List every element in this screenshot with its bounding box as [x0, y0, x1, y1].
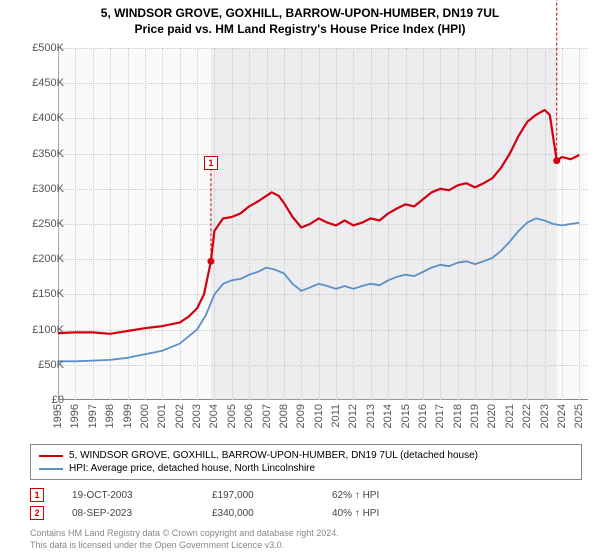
legend-swatch [39, 468, 63, 470]
marker-dot [207, 258, 214, 265]
x-axis-tick-label: 2005 [226, 404, 238, 428]
x-axis-tick-label: 1998 [104, 404, 116, 428]
marker-dot [553, 157, 560, 164]
x-axis-tick-label: 2012 [347, 404, 359, 428]
x-axis-tick-label: 2021 [504, 404, 516, 428]
legend-item: 5, WINDSOR GROVE, GOXHILL, BARROW-UPON-H… [39, 449, 573, 462]
legend-box: 5, WINDSOR GROVE, GOXHILL, BARROW-UPON-H… [30, 444, 582, 480]
transaction-marker-ref: 1 [30, 488, 44, 502]
x-axis-tick-label: 2019 [469, 404, 481, 428]
title-line-2: Price paid vs. HM Land Registry's House … [0, 22, 600, 38]
transaction-row: 1 19-OCT-2003£197,00062% ↑ HPI [30, 486, 582, 504]
x-axis-tick-label: 2006 [243, 404, 255, 428]
y-axis-tick-label: £100K [32, 324, 64, 336]
x-axis-tick-label: 1999 [122, 404, 134, 428]
chart-title: 5, WINDSOR GROVE, GOXHILL, BARROW-UPON-H… [0, 0, 600, 37]
x-axis-tick-label: 2003 [191, 404, 203, 428]
chart-plot-area: 12 [58, 48, 588, 400]
copyright-line-1: Contains HM Land Registry data © Crown c… [30, 528, 582, 540]
y-axis-tick-label: £200K [32, 253, 64, 265]
x-axis-tick-label: 1995 [52, 404, 64, 428]
legend-label: HPI: Average price, detached house, Nort… [69, 463, 315, 474]
x-axis-tick-label: 2007 [261, 404, 273, 428]
copyright-notice: Contains HM Land Registry data © Crown c… [30, 528, 582, 551]
y-axis-tick-label: £300K [32, 183, 64, 195]
x-axis-tick-label: 2008 [278, 404, 290, 428]
x-axis-tick-label: 2020 [486, 404, 498, 428]
copyright-line-2: This data is licensed under the Open Gov… [30, 540, 582, 552]
line-series-svg [58, 48, 588, 400]
y-axis-tick-label: £250K [32, 218, 64, 230]
x-axis-tick-label: 2000 [139, 404, 151, 428]
legend-label: 5, WINDSOR GROVE, GOXHILL, BARROW-UPON-H… [69, 450, 478, 461]
x-axis-tick-label: 2002 [174, 404, 186, 428]
legend-swatch [39, 455, 63, 457]
transaction-marker-ref: 2 [30, 506, 44, 520]
y-axis-tick-label: £150K [32, 288, 64, 300]
x-axis-tick-label: 2004 [208, 404, 220, 428]
transaction-date: 08-SEP-2023 [72, 508, 212, 519]
x-axis-tick-label: 2014 [382, 404, 394, 428]
transaction-price: £340,000 [212, 508, 332, 519]
series-line-property [58, 110, 579, 334]
x-axis-tick-label: 2018 [452, 404, 464, 428]
x-axis-tick-label: 2024 [556, 404, 568, 428]
y-axis-tick-label: £450K [32, 77, 64, 89]
x-axis-tick-label: 1997 [87, 404, 99, 428]
x-axis-tick-label: 2015 [400, 404, 412, 428]
transaction-row: 2 08-SEP-2023£340,00040% ↑ HPI [30, 504, 582, 522]
x-axis-tick-label: 2001 [156, 404, 168, 428]
transaction-table: 1 19-OCT-2003£197,00062% ↑ HPI 2 08-SEP-202… [30, 486, 582, 522]
legend-item: HPI: Average price, detached house, Nort… [39, 462, 573, 475]
x-axis-tick-label: 2022 [521, 404, 533, 428]
x-axis-tick-label: 2009 [295, 404, 307, 428]
y-axis-tick-label: £500K [32, 42, 64, 54]
marker-number-box: 1 [204, 156, 218, 170]
x-axis-tick-label: 2011 [330, 404, 342, 428]
transaction-hpi-delta: 62% ↑ HPI [332, 490, 379, 501]
transaction-date: 19-OCT-2003 [72, 490, 212, 501]
x-axis-tick-label: 2017 [434, 404, 446, 428]
x-axis-tick-label: 2013 [365, 404, 377, 428]
y-axis-tick-label: £400K [32, 112, 64, 124]
chart-footer: 5, WINDSOR GROVE, GOXHILL, BARROW-UPON-H… [30, 444, 582, 551]
x-axis-tick-label: 1996 [69, 404, 81, 428]
y-axis-tick-label: £50K [38, 359, 64, 371]
x-axis-tick-label: 2016 [417, 404, 429, 428]
y-axis-tick-label: £350K [32, 148, 64, 160]
transaction-price: £197,000 [212, 490, 332, 501]
x-axis-tick-label: 2010 [313, 404, 325, 428]
x-axis-tick-label: 2025 [573, 404, 585, 428]
series-line-hpi [58, 218, 579, 361]
transaction-hpi-delta: 40% ↑ HPI [332, 508, 379, 519]
x-axis-tick-label: 2023 [539, 404, 551, 428]
title-line-1: 5, WINDSOR GROVE, GOXHILL, BARROW-UPON-H… [0, 6, 600, 22]
